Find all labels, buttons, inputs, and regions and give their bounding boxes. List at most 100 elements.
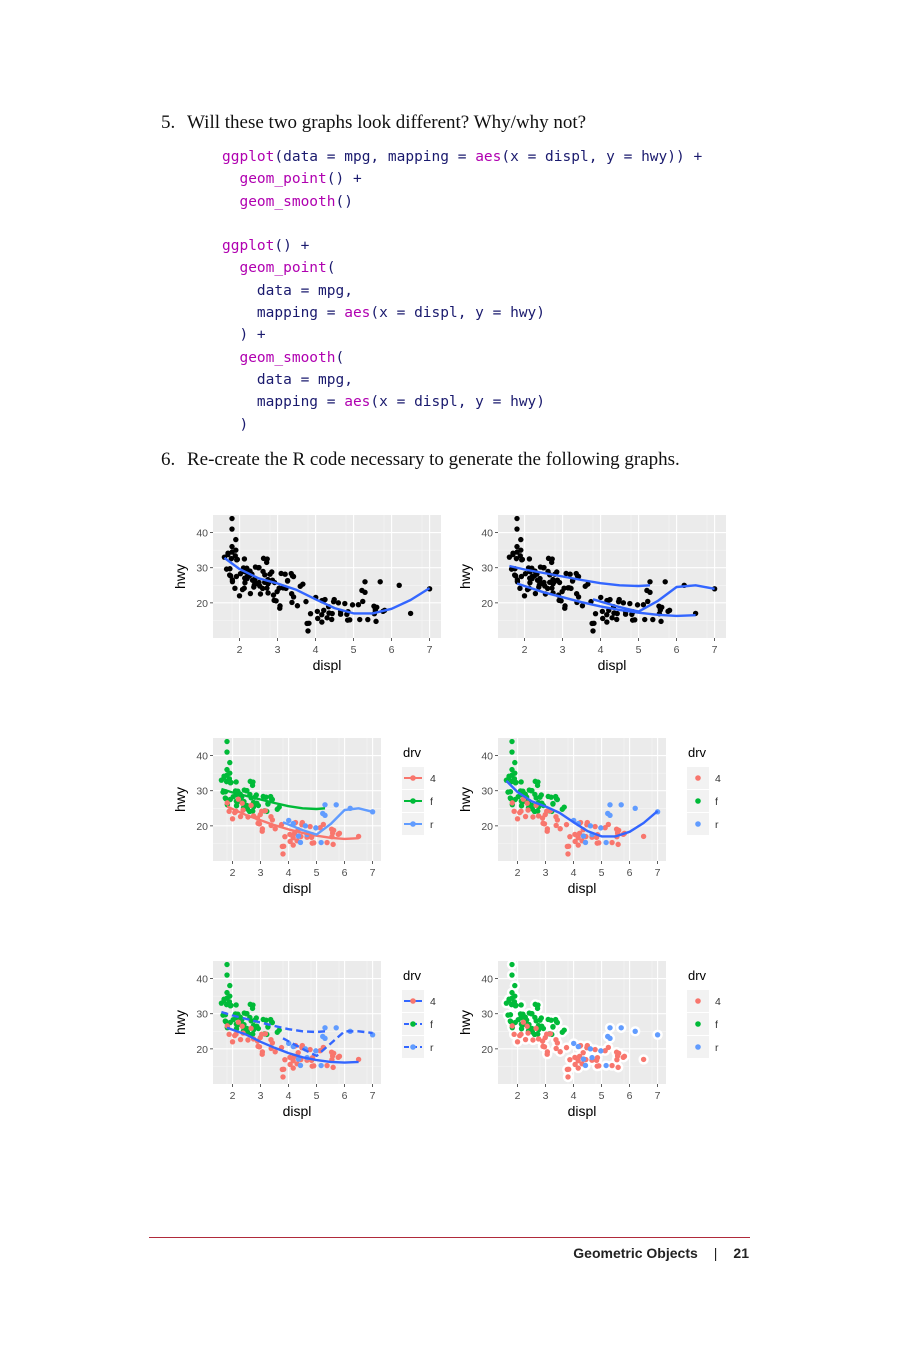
- data-point: [547, 1031, 554, 1037]
- data-point: [553, 822, 559, 829]
- legend-label: 4: [430, 773, 436, 785]
- code-function: aes: [344, 394, 371, 411]
- data-point: [280, 843, 287, 849]
- data-point: [565, 1074, 571, 1080]
- data-point: [544, 585, 551, 592]
- x-tick-label: 3: [258, 1090, 264, 1102]
- data-point: [614, 1053, 621, 1059]
- data-point: [229, 515, 235, 522]
- x-tick-label: 4: [571, 1090, 577, 1102]
- legend-point: [695, 775, 701, 781]
- data-point: [640, 601, 647, 608]
- data-point: [573, 591, 580, 597]
- data-point: [548, 794, 554, 800]
- data-point: [233, 779, 239, 785]
- data-point: [535, 1036, 542, 1042]
- data-point: [228, 555, 235, 562]
- data-point: [512, 780, 519, 786]
- data-point: [542, 1034, 548, 1041]
- data-point: [580, 1049, 586, 1056]
- data-point: [591, 620, 597, 626]
- y-tick-label: 30: [481, 786, 493, 798]
- code-text: (x = displ, y = hwy): [370, 394, 546, 411]
- data-point: [540, 820, 546, 827]
- data-point: [259, 1049, 266, 1055]
- data-point: [263, 794, 269, 800]
- data-point: [590, 628, 596, 634]
- data-point: [227, 982, 233, 989]
- x-tick-label: 7: [427, 644, 433, 656]
- data-point: [311, 1063, 317, 1069]
- data-point: [514, 543, 520, 550]
- smooth-line: [282, 807, 373, 836]
- data-point: [607, 1025, 613, 1031]
- code-text: (: [335, 349, 345, 366]
- data-point: [550, 800, 556, 807]
- data-point: [227, 770, 233, 776]
- data-point: [255, 1043, 261, 1050]
- y-tick-label: 40: [196, 751, 208, 763]
- data-point: [282, 833, 288, 840]
- code-function: geom_point: [239, 260, 327, 277]
- data-point: [272, 826, 278, 832]
- data-point: [221, 996, 227, 1002]
- page-footer: Geometric Objects | 21: [573, 1245, 749, 1261]
- code-text: mapping =: [222, 394, 345, 411]
- x-tick-label: 5: [351, 644, 357, 656]
- data-point: [287, 838, 293, 845]
- smooth-line: [226, 1026, 359, 1064]
- x-axis-title: displ: [568, 880, 597, 896]
- data-point: [509, 972, 515, 978]
- data-point: [553, 814, 559, 820]
- data-point: [263, 1017, 269, 1023]
- smooth-line: [592, 584, 715, 613]
- data-point: [514, 515, 520, 522]
- data-point: [536, 584, 542, 590]
- data-point: [249, 782, 256, 789]
- data-point: [302, 823, 309, 829]
- data-point: [532, 1001, 538, 1008]
- data-point: [580, 1056, 587, 1062]
- data-point: [572, 1054, 578, 1061]
- data-point: [396, 582, 402, 588]
- data-point: [518, 547, 524, 553]
- data-point: [313, 1048, 319, 1054]
- y-tick-label: 40: [196, 974, 208, 986]
- data-point: [662, 579, 668, 585]
- data-point: [355, 601, 362, 608]
- data-point: [362, 589, 368, 596]
- x-tick-label: 2: [515, 867, 521, 879]
- x-tick-label: 6: [342, 867, 348, 879]
- data-point: [307, 823, 313, 830]
- data-point: [632, 805, 638, 811]
- data-point: [287, 831, 293, 838]
- data-point: [609, 1062, 615, 1069]
- legend-label: 4: [715, 773, 721, 785]
- data-point: [280, 851, 286, 857]
- data-point: [290, 834, 296, 841]
- data-point: [565, 851, 571, 857]
- data-point: [632, 617, 638, 623]
- data-point: [314, 608, 321, 615]
- data-point: [331, 596, 337, 603]
- data-point: [229, 816, 236, 822]
- data-point: [377, 579, 383, 585]
- data-point: [240, 807, 246, 813]
- plot-hwy-vs-displ-drv-6: 2 3 4 5 6 7 20 30 40 displ hwy drv 4 fr: [457, 959, 721, 1119]
- data-point: [257, 591, 264, 597]
- data-point: [241, 556, 248, 562]
- data-point: [518, 1002, 524, 1008]
- data-point: [579, 603, 586, 609]
- x-tick-label: 6: [674, 644, 680, 656]
- data-point: [329, 830, 336, 836]
- data-point: [534, 1005, 541, 1012]
- data-point: [522, 570, 529, 577]
- footer-rule: [149, 1237, 750, 1238]
- data-point: [318, 839, 324, 846]
- plot-hwy-vs-displ-2: 2 3 4 5 6 7 20 30 40 displ hwy: [457, 515, 726, 673]
- data-point: [247, 778, 253, 785]
- data-point: [580, 833, 587, 839]
- legend-point: [695, 798, 701, 804]
- data-point: [620, 600, 627, 606]
- data-point: [342, 600, 348, 607]
